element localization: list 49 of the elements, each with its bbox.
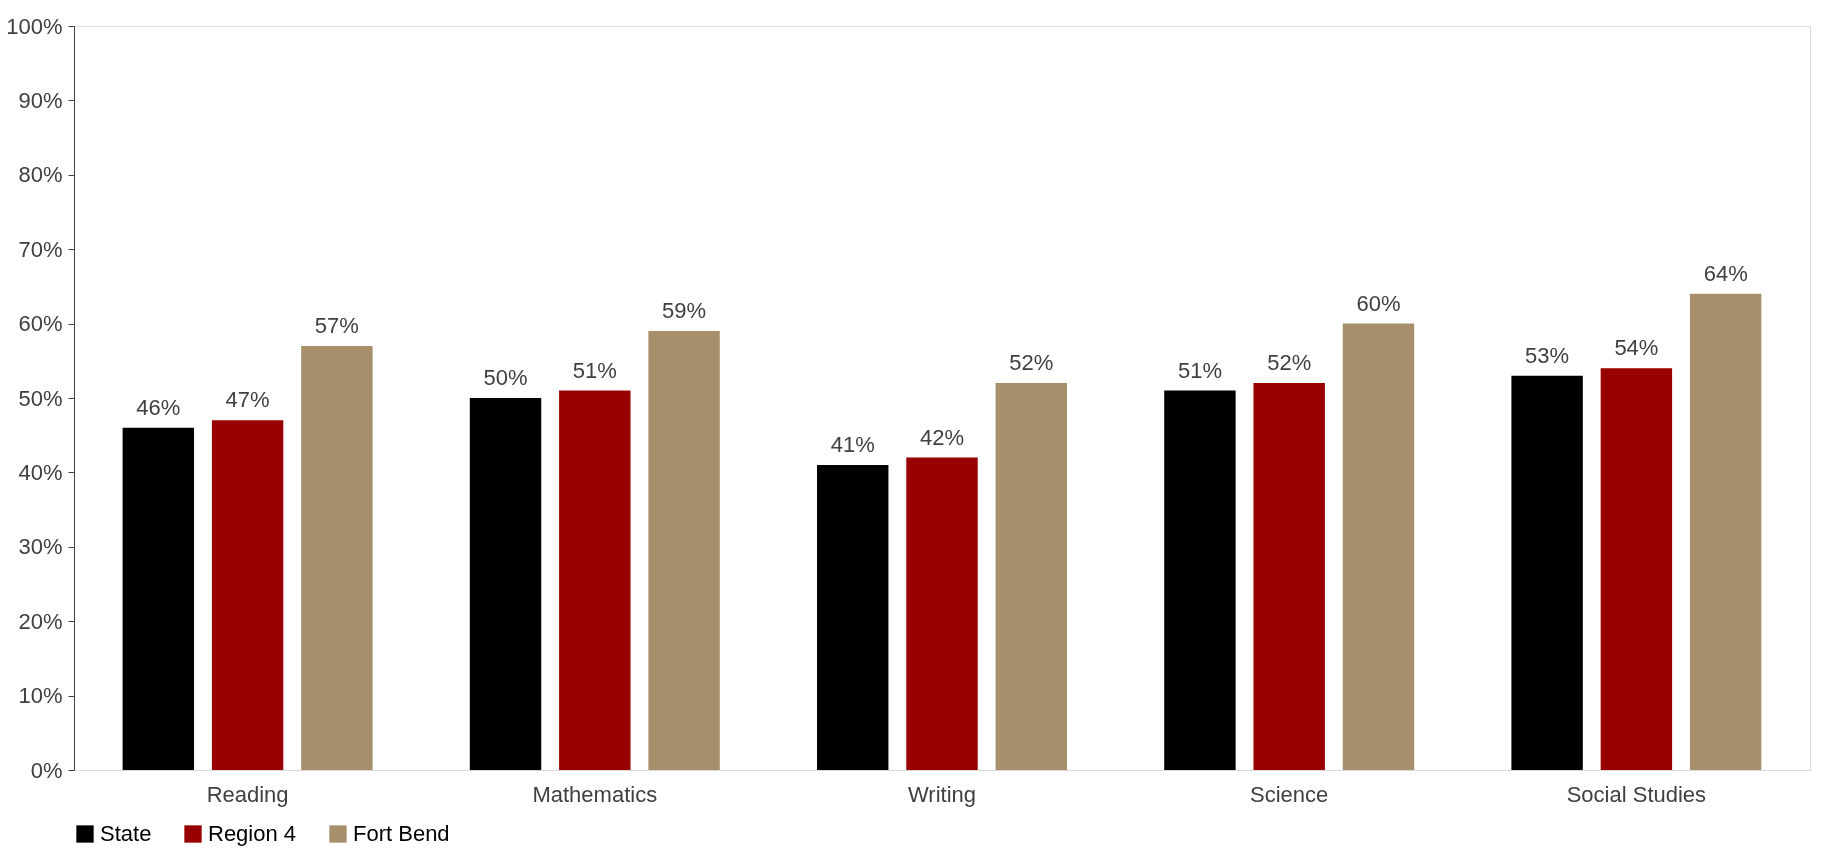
bar [648,331,720,770]
bar [817,464,889,770]
bar [469,398,542,770]
y-tick-label: 80% [18,162,63,188]
y-tick-label: 0% [30,757,63,783]
data-label: 51% [1177,357,1222,383]
data-label: 60% [1356,290,1401,316]
data-label: 50% [483,365,528,390]
bar [559,390,631,770]
data-label: 41% [830,431,875,457]
data-label: 54% [1614,335,1659,361]
y-tick-label: 20% [18,608,63,634]
y-tick-label: 10% [18,683,63,709]
x-tick-label: Science [1250,781,1329,807]
y-tick-label: 100% [6,13,63,39]
bar [1253,383,1325,770]
data-label: 52% [1267,350,1312,376]
bar [1600,368,1673,770]
y-tick-label: 60% [18,311,63,337]
data-label: 42% [919,424,965,450]
bar [211,420,284,770]
bar [1342,323,1415,770]
data-label: 64% [1703,260,1748,286]
data-label: 47% [225,387,270,413]
legend-label: State [100,821,152,846]
bar [1689,293,1762,770]
y-tick-label: 70% [18,236,63,262]
bar [906,457,978,770]
data-label: 46% [136,394,181,420]
bar [1511,375,1583,770]
data-label: 59% [662,298,707,324]
y-tick-label: 50% [18,385,63,411]
y-tick-label: 40% [18,459,63,485]
data-label: 52% [1009,350,1054,376]
x-tick-label: Mathematics [532,781,658,807]
legend-label: Fort Bend [353,821,450,846]
bar [122,427,195,770]
bar [1164,390,1236,770]
x-tick-label: Reading [206,781,289,807]
legend-label: Region 4 [208,821,297,846]
bar [995,383,1067,770]
bar [301,345,373,770]
x-tick-label: Writing [907,781,977,807]
x-tick-label: Social Studies [1566,781,1707,807]
y-tick-label: 90% [18,87,63,113]
y-tick-label: 30% [18,534,63,560]
data-label: 53% [1525,342,1570,368]
data-label: 57% [314,312,359,338]
data-label: 51% [572,357,617,383]
